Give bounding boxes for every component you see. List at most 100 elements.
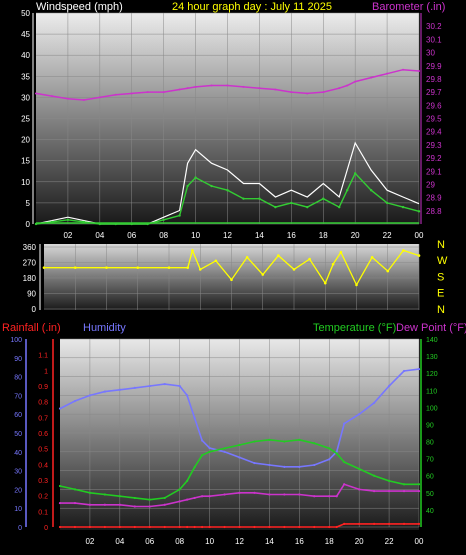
dewpoint-point	[201, 495, 204, 498]
humidity-point	[163, 383, 166, 386]
barometer-point	[402, 68, 405, 71]
humidity-point	[253, 461, 256, 465]
barometer-point	[35, 92, 37, 95]
temperature-point	[268, 438, 271, 441]
rainfall-point	[73, 525, 77, 529]
wind-x-tick-label: 06	[127, 231, 136, 240]
rainfall-tick-label: 0	[44, 525, 48, 532]
compass-label: S	[437, 271, 444, 283]
barometer-tick-label: 29.6	[426, 101, 442, 110]
temperature-point	[133, 496, 136, 500]
rainfall-point	[358, 522, 361, 525]
wind-x-tick-label: 02	[63, 231, 72, 240]
rainfall-point	[163, 525, 166, 529]
humidity-point	[417, 367, 421, 371]
rainfall-point	[118, 525, 121, 529]
barometer-point	[274, 88, 277, 91]
barometer-point	[258, 87, 261, 90]
wind-direction-point	[355, 283, 358, 287]
barometer-point	[194, 85, 197, 88]
rainfall-point	[253, 525, 256, 529]
windspeed-tick-label: 25	[21, 115, 30, 124]
rainfall-point	[402, 522, 406, 525]
rainfall-legend: Rainfall (.in)	[2, 322, 61, 334]
humidity-tick-label: 80	[14, 375, 22, 382]
humidity-point	[186, 394, 189, 397]
humidity-point	[133, 386, 136, 389]
wind-point	[274, 205, 277, 209]
temperature-tick-label: 110	[426, 388, 437, 395]
humidity-point	[178, 384, 181, 388]
humidity-point	[223, 450, 226, 453]
temperature-point	[298, 438, 301, 441]
rainfall-point	[186, 525, 189, 529]
wind-point	[338, 205, 341, 209]
direction-tick-label: 90	[27, 290, 36, 299]
chart-title: 24 hour graph day : July 11 2025	[172, 1, 332, 13]
temperature-point	[335, 452, 338, 455]
dewpoint-point	[88, 503, 92, 506]
dewpoint-point	[335, 495, 338, 498]
barometer-point	[130, 92, 133, 95]
windspeed-tick-label: 0	[26, 220, 31, 229]
rainfall-tick-label: 0.1	[38, 509, 48, 516]
wind-direction-point	[73, 266, 77, 269]
humidity-tick-label: 10	[14, 506, 22, 513]
compass-label: N	[437, 304, 445, 316]
direction-axis: 0 90 180 270 360	[23, 243, 41, 314]
windspeed-axis: 0 5 10 15 20 25 30 35 40 45 50	[21, 9, 34, 229]
barometer-tick-label: 30	[426, 49, 435, 58]
wind-direction-point	[230, 278, 233, 282]
dewpoint-point	[328, 495, 331, 498]
temperature-humidity-series	[58, 367, 421, 529]
wind-direction-point	[191, 249, 194, 252]
dewpoint-point	[208, 495, 211, 498]
humidity-point	[193, 416, 196, 420]
direction-panel-grid	[44, 244, 420, 310]
wind-direction-point	[105, 266, 108, 269]
wind-x-tick-label: 18	[319, 231, 328, 240]
windspeed-tick-label: 35	[21, 72, 30, 81]
dewpoint-point	[402, 490, 406, 493]
humidity-tick-label: 20	[14, 487, 22, 494]
barometer-point	[162, 91, 165, 94]
wind-direction-point	[417, 254, 421, 257]
humidity-point	[298, 465, 301, 468]
windspeed-axis-title: Windspeed (mph)	[36, 1, 123, 13]
barometer-tick-label: 30.1	[426, 35, 442, 44]
wind-direction-point	[42, 266, 46, 269]
wind-direction-point	[323, 281, 327, 285]
wind-direction-point	[186, 266, 190, 269]
dewpoint-point	[223, 493, 226, 496]
rainfall-point	[298, 525, 301, 529]
humidity-point	[201, 439, 204, 442]
rainfall-tick-label: 1.1	[38, 353, 48, 360]
dewpoint-point	[283, 493, 286, 496]
rainfall-point	[387, 522, 391, 525]
humidity-legend: Humidity	[83, 322, 126, 334]
barometer-axis-title: Barometer (.in)	[372, 1, 445, 13]
wind-point	[306, 205, 309, 209]
dewpoint-point	[373, 490, 376, 493]
wind-x-tick-label: 20	[351, 231, 360, 240]
dewpoint-line	[60, 483, 419, 508]
temperature-point	[283, 440, 286, 443]
barometer-point	[186, 87, 189, 90]
temperature-tick-label: 70	[426, 457, 434, 464]
wind-point	[242, 197, 245, 200]
wind-direction-point	[370, 256, 374, 259]
wind-point	[162, 218, 165, 221]
humidity-tick-label: 100	[10, 337, 22, 344]
rainfall-point	[238, 525, 241, 529]
humidity-tick-label: 30	[14, 469, 22, 476]
wind-point	[369, 189, 373, 192]
humidity-line	[59, 368, 420, 468]
wind-direction-point	[308, 257, 311, 261]
temperature-tick-label: 120	[426, 371, 438, 378]
windspeed-tick-label: 10	[21, 178, 30, 187]
temperature-point	[417, 483, 421, 486]
windspeed-tick-label: 30	[21, 93, 30, 102]
temperature-point	[238, 443, 241, 447]
temp-x-tick-label: 08	[175, 537, 184, 546]
